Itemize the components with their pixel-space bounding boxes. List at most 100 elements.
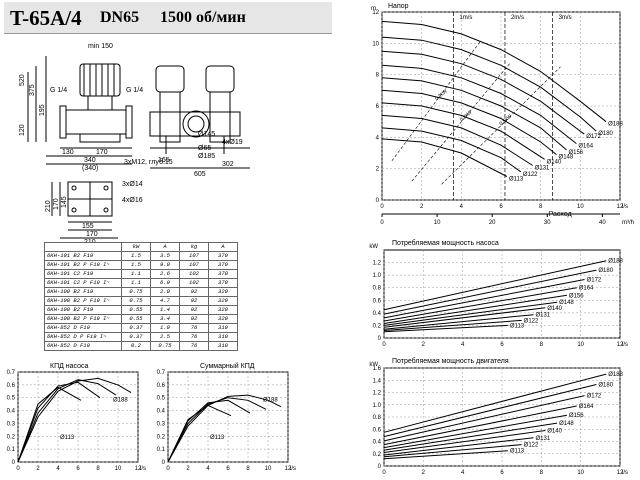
dim-3x14: 3xØ14	[122, 181, 143, 188]
y-tick-label: 0.6	[373, 298, 382, 304]
x-tick-label: 12	[285, 466, 292, 472]
series-line-Ø113	[167, 404, 232, 463]
series-line-Ø113	[383, 324, 508, 333]
series-label: Ø113	[510, 449, 525, 455]
table-cell: 107	[179, 260, 209, 270]
dim-d65: Ø65	[198, 145, 211, 152]
table-cell: 6.9	[150, 278, 180, 288]
x-axis-label: Расход	[549, 211, 572, 218]
y-tick-label: 0.2	[373, 323, 382, 329]
table-cell-model: 6KH-100 B2 P F19 I~	[44, 314, 122, 324]
series-label: Ø164	[579, 286, 594, 292]
series-line-Ø172	[383, 279, 585, 319]
y-tick-label: 0.3	[157, 421, 166, 427]
chart-title: Потребляемая мощность двигателя	[392, 357, 509, 365]
x-tick-label: 12	[617, 470, 624, 476]
series-label: Ø148	[559, 300, 574, 306]
dim-foot-210b: 210	[84, 239, 96, 242]
y-tick-label: 0.1	[7, 447, 16, 453]
series-label: Ø131	[535, 313, 550, 319]
table-cell: 0.75	[121, 296, 151, 306]
table-row: 6KH-100 B2 P F19 I~ 0.75 4.7 92 320	[44, 296, 238, 306]
table-cell-model: 6KH-100 B2 P F19 I~	[44, 296, 122, 306]
table-cell: 1.4	[150, 305, 180, 315]
table-header: A	[208, 242, 238, 252]
y-tick-label: 0.2	[373, 452, 382, 458]
x2-unit-label: m³/h	[622, 220, 634, 226]
table-cell: 92	[179, 305, 209, 315]
series-line-Ø180	[383, 269, 597, 315]
series-line-Ø188	[383, 373, 607, 433]
table-cell: 370	[208, 251, 238, 261]
table-cell: 1.5	[121, 251, 151, 261]
series-label: Ø113	[60, 435, 75, 441]
y-tick-label: 0.4	[7, 409, 16, 415]
x-tick-label: 2	[422, 342, 426, 348]
x-tick-label: 6	[226, 466, 230, 472]
power-line	[391, 40, 482, 162]
table-cell: 1.5	[121, 260, 151, 270]
table-cell: 0.37	[121, 323, 151, 333]
x-tick-label: 8	[96, 466, 100, 472]
table-cell: 320	[208, 287, 238, 297]
dim-g14-left: G 1/4	[50, 87, 67, 94]
x-unit-label: l/s	[290, 466, 296, 472]
y-tick-label: 12	[372, 10, 379, 16]
x-tick-label: 4	[461, 470, 465, 476]
table-cell: 76	[179, 332, 209, 342]
x-tick-label: 10	[577, 342, 584, 348]
dim-165: 165	[158, 157, 170, 164]
series-label: Ø188	[608, 122, 623, 128]
series-line-Ø122	[383, 319, 522, 331]
pump-efficiency-chart: 0 2 4 6 8 10 12 0 0.1 0.2 0.3 0.4 0.5 0.6 0.7 КПД насос…	[7, 363, 146, 472]
y-unit-label: m	[371, 6, 376, 12]
dim-520: 520	[19, 74, 26, 86]
table-cell: 0.75	[150, 341, 180, 351]
dim-foot-170b: 170	[86, 231, 98, 238]
series-label: Ø180	[598, 383, 613, 389]
dim-foot-145: 145	[61, 196, 68, 208]
table-row: 6KH-100 B2 P F19 I~ 0.55 3.4 92 320	[44, 314, 238, 324]
series-line-Ø164	[383, 405, 577, 446]
table-cell: 102	[179, 269, 209, 279]
y-tick-label: 1.6	[373, 366, 382, 372]
velocity-label: 2m/s	[511, 15, 524, 21]
y-tick-label: 0.6	[7, 383, 16, 389]
x-tick-label: 0	[382, 342, 386, 348]
series-line-Ø122	[383, 444, 522, 458]
x2-tick-label: 20	[489, 220, 496, 226]
table-cell-model: 6KH-100 B2 F19	[44, 287, 122, 297]
table-cell-model: 6KH-852 D F19	[44, 323, 122, 333]
dim-340b: (340)	[82, 165, 98, 172]
table-header: kg	[179, 242, 209, 252]
total-efficiency-chart: 0 2 4 6 8 10 12 0 0.1 0.2 0.3 0.4 0.5 0.6 0.7 Суммарный…	[157, 362, 296, 472]
table-row: 6KH-100 B2 F19 0.75 2.0 92 320	[44, 287, 238, 297]
series-line-Ø131	[381, 114, 533, 166]
table-row: 6KH-852 D F19 0.2 0.75 76 310	[44, 341, 238, 351]
table-cell: 1.0	[150, 323, 180, 333]
dim-302: 302	[222, 161, 234, 168]
series-label: Ø131	[535, 166, 550, 172]
series-label: Ø113	[509, 177, 524, 183]
chart-title: Суммарный КПД	[200, 362, 255, 370]
table-cell-model: 6KH-852 D P F19 I~	[44, 332, 122, 342]
x-tick-label: 2	[36, 466, 40, 472]
x-tick-label: 2	[422, 470, 426, 476]
x-tick-label: 8	[539, 204, 543, 210]
series-line-Ø164	[167, 397, 267, 463]
series-line-Ø180	[383, 384, 597, 438]
x-tick-label: 0	[380, 204, 384, 210]
pump-outlet	[182, 110, 210, 138]
x-unit-label: l/s	[622, 342, 628, 348]
table-row: 6KH-852 D F19 0.37 1.0 76 310	[44, 323, 238, 333]
series-line-Ø180	[381, 36, 597, 132]
table-cell-model: 6KH-101 C2 P F19 I~	[44, 278, 122, 288]
series-line-Ø148	[383, 301, 558, 326]
y-tick-label: 0	[378, 464, 382, 470]
series-line-Ø172	[381, 50, 585, 135]
pump-body-side	[65, 109, 127, 135]
table-cell: 9.0	[150, 260, 180, 270]
series-line-Ø188	[381, 20, 607, 123]
table-cell: 310	[208, 341, 238, 351]
series-label: Ø188	[608, 259, 623, 265]
